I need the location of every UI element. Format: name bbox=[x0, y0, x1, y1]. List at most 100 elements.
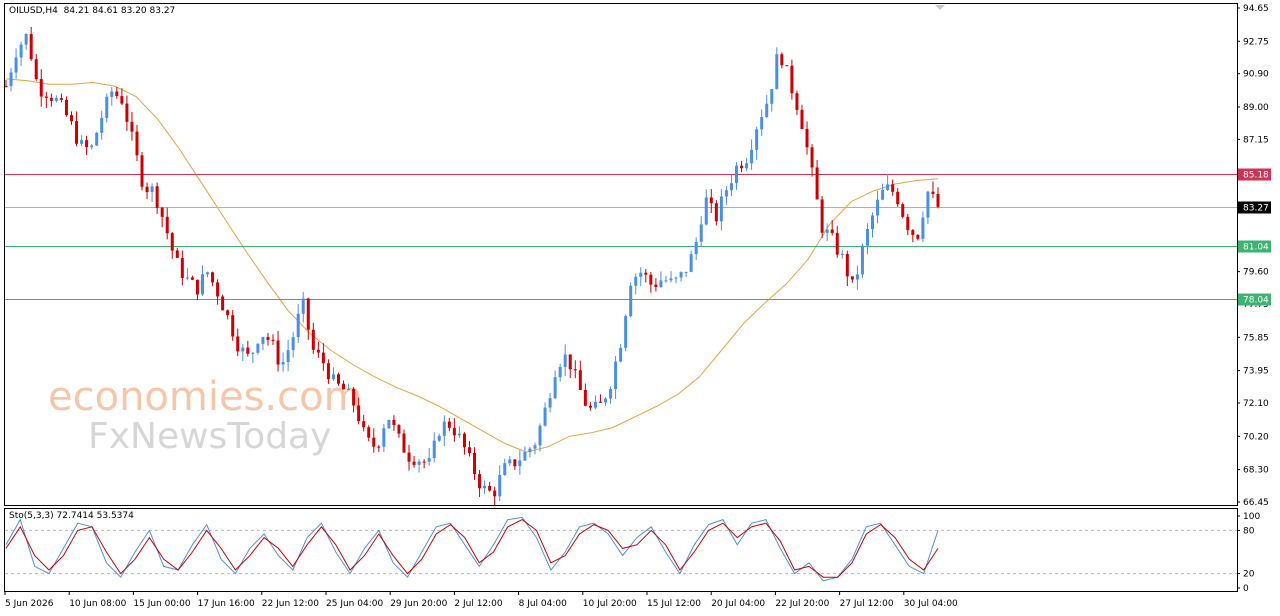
candle-body bbox=[654, 284, 658, 287]
candle-body bbox=[886, 184, 890, 190]
candle-body bbox=[553, 377, 557, 399]
candle-body bbox=[583, 389, 587, 406]
candle-body bbox=[916, 234, 920, 239]
candle-body bbox=[100, 117, 104, 133]
candle-body bbox=[457, 433, 461, 436]
candle-body bbox=[372, 437, 376, 447]
candle-body bbox=[674, 277, 678, 279]
candle-body bbox=[926, 191, 930, 218]
stoch-panel-frame bbox=[4, 508, 1238, 592]
candle-body bbox=[80, 140, 84, 144]
stoch-d-line bbox=[5, 519, 939, 578]
candle-body bbox=[850, 276, 854, 280]
x-tick-label: 15 Jun 00:00 bbox=[133, 599, 190, 609]
candle-body bbox=[563, 354, 567, 367]
candle-body bbox=[246, 347, 250, 354]
candle-body bbox=[105, 96, 109, 118]
candle-body bbox=[130, 121, 134, 132]
candle-body bbox=[473, 452, 477, 475]
candle-body bbox=[835, 232, 839, 255]
stochastic-oscillator bbox=[5, 516, 1237, 582]
candle-body bbox=[195, 279, 199, 295]
candle-body bbox=[286, 350, 290, 362]
stoch-values: 72.7414 53.5374 bbox=[56, 511, 134, 521]
candle-body bbox=[311, 329, 315, 350]
candle-body bbox=[795, 93, 799, 110]
candle-body bbox=[775, 54, 779, 90]
moving-average-line bbox=[5, 78, 939, 453]
candle-body bbox=[483, 486, 487, 489]
candle-body bbox=[588, 405, 592, 408]
candle-body bbox=[860, 245, 864, 275]
candle-body bbox=[29, 34, 33, 60]
candle-body bbox=[115, 91, 119, 97]
candle-body bbox=[815, 167, 819, 200]
candle-body bbox=[896, 191, 900, 205]
candle-body bbox=[609, 389, 613, 399]
scroll-marker-icon[interactable] bbox=[935, 5, 945, 10]
y-tick-label: 92.75 bbox=[1243, 37, 1269, 47]
candle-body bbox=[75, 121, 79, 144]
candle-body bbox=[407, 452, 411, 462]
candle-body bbox=[724, 190, 728, 197]
candle-body bbox=[352, 388, 356, 406]
candle-body bbox=[639, 272, 643, 277]
candle-body bbox=[377, 446, 381, 448]
candle-body bbox=[261, 337, 265, 344]
candle-body bbox=[568, 354, 572, 370]
price-axis: 94.6592.7590.9089.0087.1579.6077.7575.85… bbox=[1237, 4, 1271, 508]
candle-body bbox=[64, 99, 68, 116]
watermark-economies: economies.com bbox=[48, 374, 363, 420]
candle-body bbox=[9, 72, 13, 87]
candle-body bbox=[24, 34, 28, 45]
candle-body bbox=[165, 216, 169, 234]
candle-body bbox=[211, 272, 215, 283]
stoch-tick-label: 20 bbox=[1243, 570, 1255, 580]
candle-body bbox=[135, 131, 139, 156]
candle-body bbox=[669, 278, 673, 281]
candle-body bbox=[709, 197, 713, 204]
x-tick-label: 15 Jul 12:00 bbox=[647, 599, 701, 609]
candle-body bbox=[573, 369, 577, 371]
candle-body bbox=[467, 447, 471, 453]
candle-body bbox=[256, 343, 260, 353]
candle-body bbox=[69, 115, 73, 122]
candle-body bbox=[805, 128, 809, 148]
candle-body bbox=[160, 207, 164, 217]
candle-body bbox=[810, 147, 814, 168]
candle-body bbox=[301, 298, 305, 314]
candle-body bbox=[593, 401, 597, 408]
candle-body bbox=[629, 285, 633, 317]
candle-body bbox=[931, 191, 935, 194]
candle-body bbox=[271, 339, 275, 341]
candle-body bbox=[906, 216, 910, 231]
candle-body bbox=[236, 336, 240, 352]
x-tick-label: 25 Jun 04:00 bbox=[326, 599, 383, 609]
candle-body bbox=[800, 109, 804, 129]
candle-body bbox=[634, 276, 638, 286]
candle-body bbox=[392, 419, 396, 426]
y-tick-label: 87.15 bbox=[1243, 135, 1269, 145]
candle-body bbox=[437, 435, 441, 441]
candle-body bbox=[241, 347, 245, 352]
candle-body bbox=[190, 277, 194, 280]
candle-body bbox=[689, 254, 693, 272]
candle-body bbox=[216, 282, 220, 297]
candle-body bbox=[694, 241, 698, 255]
watermark-fxnewstoday: FxNewsToday bbox=[88, 416, 331, 457]
candle-body bbox=[291, 337, 295, 351]
candle-body bbox=[4, 85, 8, 87]
y-tick-label: 73.95 bbox=[1243, 367, 1269, 377]
level-label: 78.04 bbox=[1243, 296, 1269, 306]
candle-body bbox=[251, 352, 255, 354]
x-tick-label: 8 Jul 04:00 bbox=[519, 599, 568, 609]
candle-body bbox=[19, 44, 23, 58]
candle-body bbox=[518, 460, 522, 467]
candle-body bbox=[619, 347, 623, 362]
candle-body bbox=[659, 280, 663, 287]
stoch-tick-label: 80 bbox=[1243, 526, 1255, 536]
x-tick-label: 2 Jul 12:00 bbox=[454, 599, 503, 609]
level-label-bg bbox=[1238, 293, 1271, 306]
candle-body bbox=[624, 316, 628, 348]
